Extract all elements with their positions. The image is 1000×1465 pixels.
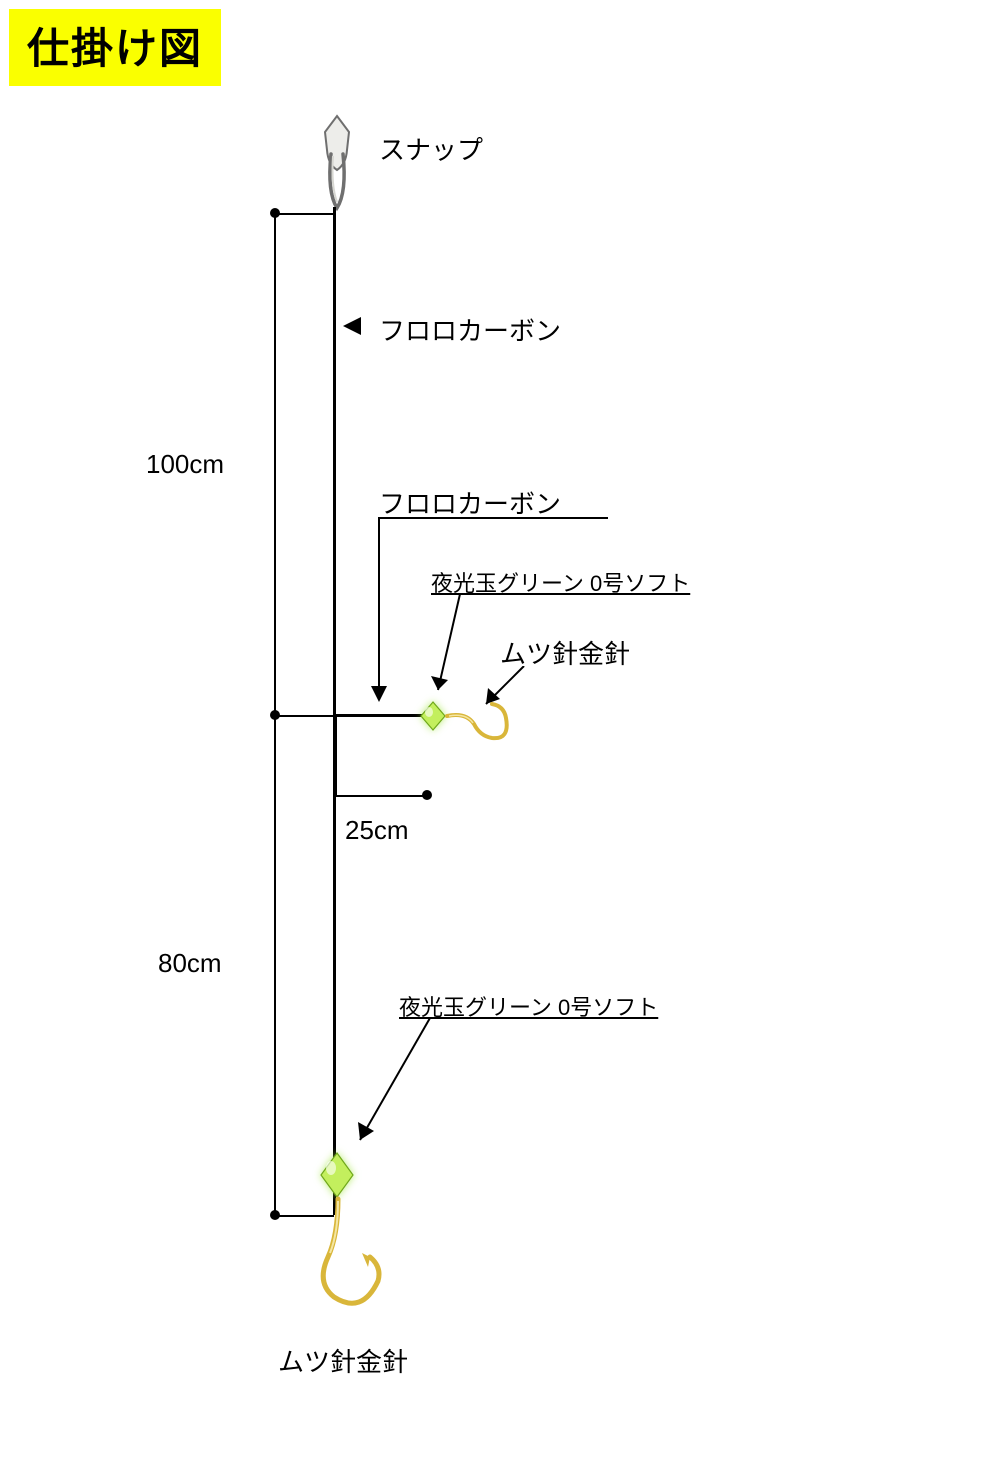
measure-25-dot-icon [422, 790, 432, 800]
diagram-title: 仕掛け図 [9, 9, 221, 86]
main-line [333, 207, 336, 1215]
len-branch-label: 25cm [345, 815, 409, 846]
fluoro-main-label: フロロカーボン [379, 311, 561, 348]
tick-mid [279, 715, 334, 717]
measure-80-guide [274, 715, 276, 1215]
measure-25-guide [335, 795, 427, 797]
hook-bottom-icon [310, 1195, 400, 1315]
measure-100-guide [274, 213, 276, 715]
len-top-label: 100cm [146, 449, 224, 480]
len-bottom-label: 80cm [158, 948, 222, 979]
tick-top [279, 213, 334, 215]
rig-diagram-canvas: 仕掛け図 フロロカーボン スナップ 100cm フロロカーボン 夜光玉グリーン … [0, 0, 1000, 1465]
fluoro-branch-pointer-line [378, 517, 380, 687]
fluoro-branch-leader [378, 517, 608, 519]
fluoro-branch-label: フロロカーボン [379, 484, 561, 521]
hook-bottom-label: ムツ針金針 [278, 1342, 408, 1379]
hook-top-icon [444, 698, 514, 763]
bead-bottom-pointer-icon [348, 1018, 448, 1158]
fluoro-branch-arrow-icon [371, 686, 387, 702]
snap-icon [319, 112, 355, 212]
arrow-fluoro-main-icon [343, 317, 361, 335]
glow-bead-bottom-icon [317, 1150, 357, 1200]
measure-25-tick-left [335, 716, 337, 796]
snap-label: スナップ [379, 130, 483, 167]
